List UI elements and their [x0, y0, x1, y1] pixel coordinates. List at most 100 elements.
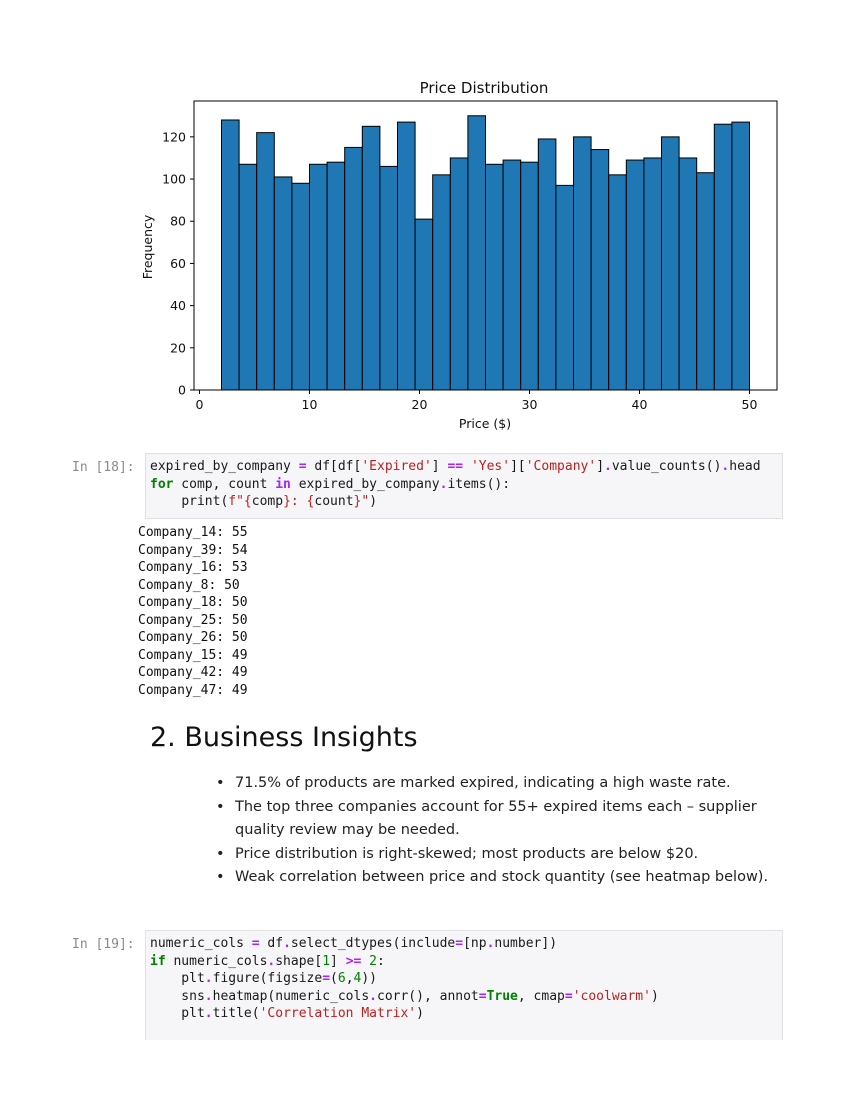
code-token: ][ [510, 459, 526, 474]
code-token: df[df[ [306, 459, 362, 474]
code-token: ) [369, 494, 378, 509]
code-token: ( [330, 971, 338, 986]
code-token: = [251, 936, 260, 951]
histogram-bar-24 [643, 157, 663, 391]
code-token: select_dtypes(include [290, 936, 456, 951]
histogram-bar-11 [414, 218, 434, 391]
code-token: = [298, 459, 307, 474]
code-token: plt [150, 1006, 205, 1021]
code-token: count [314, 494, 354, 509]
code-token: : [377, 953, 385, 969]
histogram-bar-19 [555, 184, 575, 391]
code-line: print(f"{comp}: {count}") [150, 494, 377, 509]
code-cell-18[interactable]: expired_by_company = df[df['Expired'] ==… [145, 453, 783, 519]
code-token: 6 [337, 971, 346, 986]
code-token: 'coolwarm' [572, 988, 651, 1004]
histogram-bar-20 [573, 136, 592, 391]
x-axis-label: Price ($) [459, 416, 511, 431]
y-axis-label: Frequency [140, 214, 155, 279]
output-line: Company_8: 50 [138, 577, 240, 593]
code-line: expired_by_company = df[df['Expired'] ==… [150, 459, 761, 474]
y-tick-label: 100 [162, 172, 186, 187]
code-token: ] [596, 459, 605, 474]
output-line: Company_14: 55 [138, 525, 248, 540]
code-token: corr(), annot [377, 988, 479, 1004]
code-token: >= [345, 953, 362, 969]
code-line: numeric_cols = df.select_dtypes(include=… [150, 936, 557, 951]
x-tick-label: 0 [196, 397, 204, 412]
code-line: for comp, count in expired_by_company.it… [150, 477, 510, 492]
code-token: numeric_cols [150, 936, 252, 951]
code-token: for [150, 476, 174, 492]
histogram-bar-4 [291, 182, 310, 391]
code-line: sns.heatmap(numeric_cols.corr(), annot=T… [150, 989, 659, 1004]
code-token: . [439, 476, 448, 492]
code-token: 'Expired' [361, 459, 432, 474]
code-token: sns [150, 988, 205, 1004]
histogram-bar-18 [537, 138, 557, 391]
code-editor-18[interactable]: expired_by_company = df[df['Expired'] ==… [150, 458, 778, 511]
histogram-bar-22 [608, 174, 627, 391]
histogram-bar-9 [379, 165, 398, 391]
code-token: title( [212, 1006, 260, 1021]
histogram-bar-7 [344, 146, 363, 391]
histogram-bar-26 [678, 157, 698, 391]
code-token: comp, count [173, 476, 276, 492]
histogram-bar-15 [485, 163, 504, 391]
y-tick-label: 80 [170, 214, 186, 229]
code-token: plt [150, 971, 205, 986]
section-heading: 2. Business Insights [150, 722, 418, 753]
output-line: Company_47: 49 [138, 682, 248, 698]
code-token: }: { [283, 494, 315, 509]
histogram-bar-14 [467, 115, 486, 391]
code-token: print [181, 494, 221, 509]
code-token: heatmap(numeric_cols [212, 988, 370, 1004]
code-token: = [455, 936, 464, 951]
code-token: == [447, 459, 464, 474]
x-tick-label: 10 [302, 397, 318, 412]
histogram-bar-6 [326, 161, 346, 391]
code-token: expired_by_company [150, 459, 299, 474]
code-token: . [604, 459, 612, 474]
code-token: if [150, 953, 166, 969]
code-token: f"{ [228, 494, 252, 509]
code-line: if numeric_cols.shape[1] >= 2: [150, 954, 385, 969]
code-token: . [204, 988, 213, 1004]
x-tick-label: 20 [412, 397, 428, 412]
code-token [361, 954, 369, 969]
x-tick-label: 40 [632, 397, 648, 412]
code-line: plt.figure(figsize=(6,4)) [150, 971, 377, 986]
code-token [463, 459, 471, 474]
histogram-bar-23 [625, 159, 645, 391]
histogram-bar-13 [449, 157, 469, 391]
code-token: items(): [447, 476, 511, 492]
code-token: ] [330, 953, 346, 969]
histogram-bar-10 [397, 121, 416, 391]
output-line: Company_39: 54 [138, 542, 248, 558]
histogram-bar-0 [221, 119, 240, 391]
insight-item: The top three companies account for 55+ … [216, 796, 776, 843]
x-tick-label: 30 [522, 397, 538, 412]
code-token: )) [361, 971, 377, 986]
code-token: ) [416, 1006, 424, 1021]
code-token: expired_by_company [290, 476, 440, 492]
code-cell-19[interactable]: numeric_cols = df.select_dtypes(include=… [145, 930, 783, 1040]
code-token: figure(figsize [212, 971, 323, 986]
y-tick-label: 40 [170, 298, 186, 313]
cell-prompt-19: In [19]: [72, 937, 135, 952]
code-line: plt.title('Correlation Matrix') [150, 1006, 424, 1021]
histogram-bar-8 [361, 125, 381, 391]
code-token: head [729, 459, 761, 474]
code-token [150, 494, 181, 509]
code-token: }" [353, 494, 370, 509]
code-token: shape[ [275, 953, 323, 969]
code-token: 4 [353, 971, 362, 986]
x-tick-label: 50 [742, 397, 758, 412]
code-token: numeric_cols [165, 953, 268, 969]
code-token: [np [463, 936, 487, 951]
code-token: 'Correlation Matrix' [259, 1006, 417, 1021]
code-token: . [283, 936, 291, 951]
code-editor-19[interactable]: numeric_cols = df.select_dtypes(include=… [150, 935, 778, 1023]
y-tick-label: 0 [178, 383, 186, 398]
insights-list: 71.5% of products are marked expired, in… [216, 772, 776, 890]
